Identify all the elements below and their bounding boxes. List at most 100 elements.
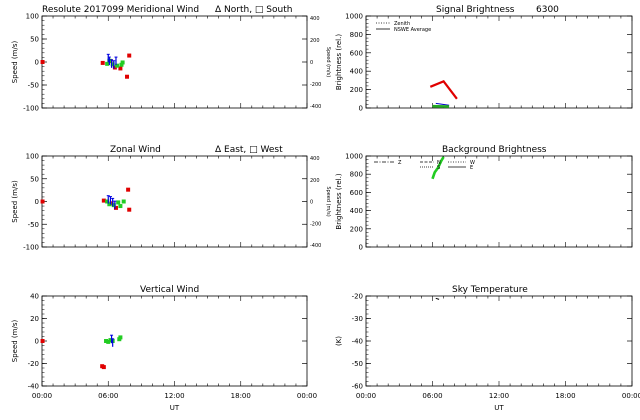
right-tick-label: 400 [310,156,320,162]
y-tick-label: 50 [30,175,39,183]
y-tick-label: 40 [30,293,39,301]
y-tick-label: 600 [350,189,363,197]
y-tick-label: 0 [35,59,39,67]
right-tick-label: 400 [310,16,320,22]
data-point [111,203,116,208]
legend-label: N [437,160,441,166]
data-point [40,60,45,64]
x-tick-label: 18:00 [555,392,575,400]
data-point [115,63,120,68]
data-point [105,61,110,66]
data-point [106,339,111,344]
right-tick-label: -400 [310,243,321,249]
chart-title: Zonal Wind [110,145,161,155]
y-tick-label: 20 [30,315,39,323]
y-tick-label: 0 [359,105,363,113]
y-tick-label: 800 [350,31,363,39]
data-point [121,199,126,204]
y-axis-label: Brightness (rel.) [335,34,343,90]
legend-label: NSWE Average [394,27,431,33]
plot-frame [41,155,308,248]
y-tick-label: -20 [28,360,39,368]
data-point [112,65,117,70]
x-tick-label: 06:00 [422,392,442,400]
y-tick-label: -100 [23,105,39,113]
data-point [105,199,110,204]
right-tick-label: 0 [310,60,313,66]
y-tick-label: -40 [28,383,39,391]
x-tick-label: 00:00 [622,392,640,400]
plot-frame [365,295,633,387]
data-point [104,339,109,343]
x-axis-label: UT [494,404,504,412]
x-axis-label: UT [170,404,180,412]
chart-title: Background Brightness [442,145,547,155]
plot-frame [41,15,308,109]
y-tick-label: 0 [35,198,39,206]
legend-label: S [437,165,440,171]
series-line [431,156,445,180]
data-point [100,60,105,65]
y-axis-label: Brightness (rel.) [335,173,343,229]
x-tick-label: 06:00 [98,392,118,400]
direction-legend: Δ North, □ South [215,5,292,15]
data-point [118,66,123,71]
y-tick-label: 1000 [345,13,363,21]
data-point [107,202,112,207]
right-tick-label: -200 [310,221,321,227]
y-axis-label: Speed (m/s) [11,320,19,363]
chart-title: Vertical Wind [140,285,199,295]
y-tick-label: 400 [350,207,363,215]
right-tick-label: -400 [310,104,321,110]
y-tick-label: -100 [23,244,39,252]
series-line [435,102,450,106]
y-tick-label: 800 [350,171,363,179]
y-tick-label: -20 [352,293,363,301]
x-tick-label: 12:00 [489,392,509,400]
x-tick-label: 00:00 [356,392,376,400]
right-tick-label: -200 [310,82,321,88]
data-point [40,339,45,343]
data-point [116,200,121,205]
right-tick-label: 200 [310,178,320,184]
right-tick-label: 200 [310,38,320,44]
data-point [118,335,123,340]
direction-legend: Δ East, □ West [215,145,283,155]
x-tick-label: 12:00 [164,392,184,400]
legend-label: Z [398,160,402,166]
data-point [108,338,113,343]
y-tick-label: -30 [352,315,363,323]
right-axis-label: Speed (m/s) [325,186,331,216]
y-tick-label: -50 [28,82,39,90]
series-line [429,79,458,100]
y-tick-label: 200 [350,86,363,94]
y-tick-label: 200 [350,225,363,233]
y-axis-label: Speed (m/s) [11,180,19,223]
y-tick-label: 400 [350,68,363,76]
data-point [125,74,130,79]
x-tick-label: 18:00 [231,392,251,400]
chart-title: Signal Brightness [436,5,515,15]
y-tick-label: 600 [350,49,363,57]
y-tick-label: 100 [26,13,39,21]
data-point [40,199,45,204]
y-tick-label: 0 [359,244,363,252]
y-axis-label: Speed (m/s) [11,41,19,84]
y-axis-label: (K) [335,336,343,346]
wavelength-label: 6300 [536,5,559,15]
data-point [113,205,118,210]
y-tick-label: 1000 [345,153,363,161]
x-tick-label: 00:00 [297,392,317,400]
y-tick-label: 100 [26,153,39,161]
y-tick-label: -50 [28,221,39,229]
y-tick-label: -60 [352,383,363,391]
series-line [435,297,440,300]
x-tick-label: 00:00 [32,392,52,400]
legend-label: W [470,160,475,166]
y-tick-label: 0 [35,338,39,346]
data-point [127,207,132,212]
right-tick-label: 0 [310,200,313,206]
chart-title: Sky Temperature [452,285,528,295]
data-point [101,365,106,370]
